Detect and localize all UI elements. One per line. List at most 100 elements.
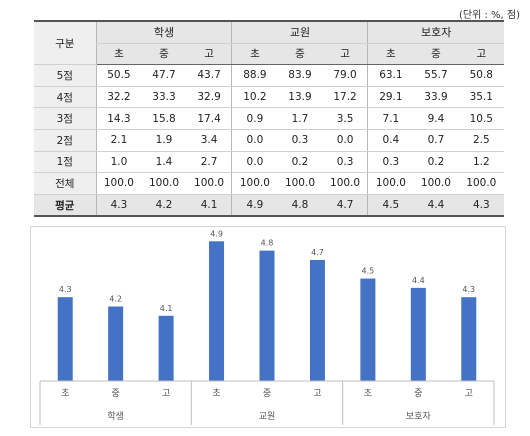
table-cell: 2.1: [95, 129, 142, 152]
x-tick-label: 중: [414, 388, 422, 399]
chart-bar: [209, 241, 225, 381]
table-cell: 4.2: [141, 193, 187, 218]
table-cell: 4.3: [458, 193, 504, 218]
chart-bar: [57, 297, 73, 381]
table-cell: 43.7: [186, 64, 232, 87]
table-cell: 1.2: [458, 151, 504, 174]
x-group-label: 학생: [107, 411, 124, 422]
table-cell: 0.0: [231, 129, 278, 152]
table-row: 3점 14.3 15.8 17.4 0.9 1.7 3.5 7.1 9.4 10.5: [34, 107, 504, 130]
bar-value-label: 4.1: [160, 304, 173, 313]
table-cell: 100.0: [367, 172, 414, 195]
bar-value-label: 4.4: [412, 276, 425, 285]
table-cell: 2.5: [458, 129, 504, 152]
bar-value-label: 4.3: [462, 285, 475, 294]
table-cell: 1.0: [95, 151, 142, 174]
table-cell: 9.4: [413, 107, 459, 130]
table-cell: 1.7: [277, 107, 323, 130]
table-cell: 33.9: [413, 86, 459, 109]
table-cell: 32.2: [95, 86, 142, 109]
table-cell: 29.1: [367, 86, 414, 109]
subheader-cell: 초: [231, 43, 278, 66]
table-cell: 0.0: [231, 151, 278, 174]
table-cell: 17.4: [186, 107, 232, 130]
table-cell: 14.3: [95, 107, 142, 130]
table-cell: 17.2: [322, 86, 368, 109]
subheader-cell: 고: [322, 43, 368, 66]
table-cell: 50.5: [95, 64, 142, 87]
group-header-student: 학생: [95, 19, 232, 44]
table-row: 5점 50.5 47.7 43.7 88.9 83.9 79.0 63.1 55.7 50.8: [34, 64, 504, 87]
chart-bar: [461, 297, 477, 381]
table-cell: 4.9: [231, 193, 278, 218]
table-cell: 1.9: [141, 129, 187, 152]
chart-bar: [259, 250, 275, 381]
table-cell: 0.4: [367, 129, 414, 152]
x-tick-label: 초: [212, 388, 220, 399]
subheader-cell: 중: [277, 43, 323, 66]
table-cell: 0.3: [367, 151, 414, 174]
table-cell: 100.0: [277, 172, 323, 195]
row-label: 전체: [34, 172, 96, 195]
x-tick-label: 고: [162, 389, 170, 399]
x-group-label: 교원: [259, 411, 276, 422]
chart-frame: [30, 226, 506, 428]
table-cell: 100.0: [95, 172, 142, 195]
table-cell: 83.9: [277, 64, 323, 87]
table-row: 1점 1.0 1.4 2.7 0.0 0.2 0.3 0.3 0.2 1.2: [34, 151, 504, 174]
table-cell: 4.3: [95, 193, 142, 218]
table-cell: 0.3: [277, 129, 323, 152]
subheader-cell: 고: [186, 43, 232, 66]
row-label: 2점: [34, 129, 96, 152]
row-label: 4점: [34, 86, 96, 109]
bar-value-label: 4.8: [261, 239, 274, 248]
table-cell: 7.1: [367, 107, 414, 130]
table-corner-label: 구분: [34, 20, 96, 66]
table-cell: 3.4: [186, 129, 232, 152]
table-cell: 10.5: [458, 107, 504, 130]
table-cell: 4.4: [413, 193, 459, 218]
x-tick-label: 고: [313, 389, 321, 399]
x-tick-label: 중: [112, 388, 120, 399]
x-tick-label: 초: [364, 388, 372, 399]
table-cell: 55.7: [413, 64, 459, 87]
table-row-average: 평균 4.3 4.2 4.1 4.9 4.8 4.7 4.5 4.4 4.3: [34, 193, 504, 218]
table-cell: 50.8: [458, 64, 504, 87]
bar-value-label: 4.5: [362, 267, 375, 276]
x-tick-label: 초: [61, 388, 69, 399]
chart-bar: [309, 259, 325, 381]
table-cell: 33.3: [141, 86, 187, 109]
group-header-teacher: 교원: [231, 19, 368, 44]
table-cell: 4.7: [322, 193, 368, 218]
table-cell: 0.2: [413, 151, 459, 174]
bar-value-label: 4.2: [109, 295, 122, 304]
table-cell: 32.9: [186, 86, 232, 109]
row-label: 1점: [34, 151, 96, 174]
chart-bar: [410, 287, 426, 381]
table-row: 4점 32.2 33.3 32.9 10.2 13.9 17.2 29.1 33.9 35.1: [34, 86, 504, 109]
subheader-cell: 중: [141, 43, 187, 66]
table-cell: 10.2: [231, 86, 278, 109]
table-cell: 0.7: [413, 129, 459, 152]
subheader-cell: 고: [458, 43, 504, 66]
table-cell: 79.0: [322, 64, 368, 87]
x-group-label: 보호자: [406, 411, 432, 422]
subheader-cell: 중: [413, 43, 459, 66]
unit-note: (단위 : %, 점): [459, 10, 520, 21]
table-cell: 4.8: [277, 193, 323, 218]
group-header-parent: 보호자: [367, 19, 504, 44]
table-row: 2점 2.1 1.9 3.4 0.0 0.3 0.0 0.4 0.7 2.5: [34, 129, 504, 152]
x-tick-label: 고: [465, 389, 473, 399]
table-cell: 13.9: [277, 86, 323, 109]
subheader-cell: 초: [95, 43, 142, 66]
bar-value-label: 4.7: [311, 248, 324, 257]
chart-bar: [360, 278, 376, 381]
table-cell: 47.7: [141, 64, 187, 87]
table-cell: 15.8: [141, 107, 187, 130]
table-cell: 0.0: [322, 129, 368, 152]
x-tick-label: 중: [263, 388, 271, 399]
table-cell: 2.7: [186, 151, 232, 174]
bar-value-label: 4.9: [210, 229, 223, 238]
